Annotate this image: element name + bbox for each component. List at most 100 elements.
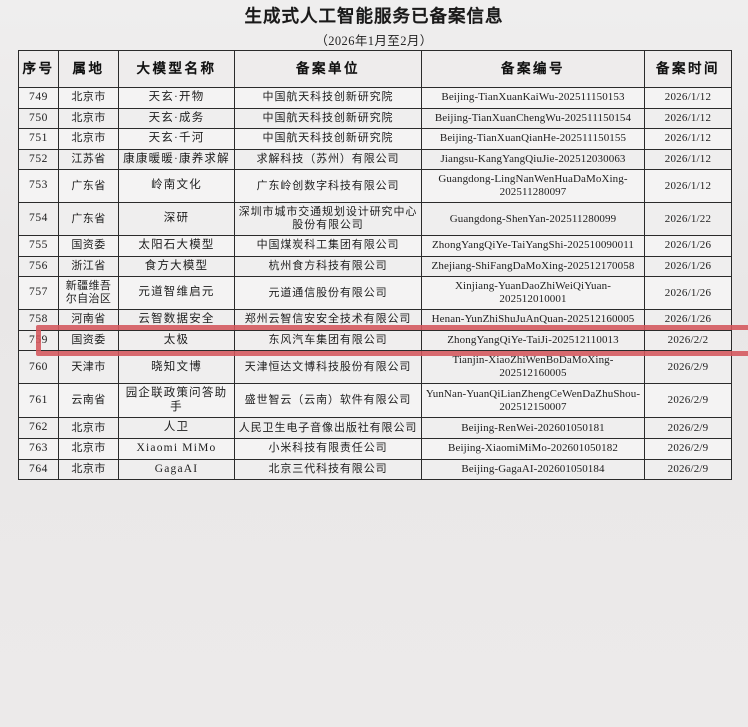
page-title: 生成式人工智能服务已备案信息 — [244, 6, 504, 26]
row-cell-date: 2026/2/9 — [644, 417, 732, 439]
row-cell-model-name: 人卫 — [118, 417, 235, 439]
table-row: 762 北京市 人卫 人民卫生电子音像出版社有限公司 Beijing-RenWei-20… — [18, 417, 732, 439]
row-cell-region: 国资委 — [58, 329, 119, 352]
row-cell-region: 北京市 — [58, 458, 119, 481]
row-cell-no: 761 — [18, 383, 59, 419]
table-row: 758 河南省 云智数据安全 郑州云智信安安全技术有限公司 Henan-YunZhiSh… — [18, 309, 732, 331]
row-cell-region: 天津市 — [58, 350, 119, 385]
row-cell-no: 764 — [18, 458, 59, 481]
row-cell-region: 广东省 — [58, 169, 119, 204]
row-cell-code: Beijing-XiaomiMiMo-202601050182 — [421, 437, 645, 460]
row-cell-no: 752 — [18, 148, 59, 171]
row-cell-unit: 盛世智云（云南）软件有限公司 — [234, 383, 422, 419]
row-cell-region: 北京市 — [58, 128, 119, 150]
row-cell-date: 2026/2/9 — [644, 383, 732, 419]
row-cell-no: 755 — [18, 235, 59, 257]
row-cell-code: Beijing-TianXuanChengWu-202511150154 — [421, 107, 645, 130]
row-cell-date: 2026/1/26 — [644, 235, 732, 257]
row-cell-unit: 天津恒达文博科技股份有限公司 — [234, 350, 422, 385]
row-cell-region: 北京市 — [58, 437, 119, 460]
row-cell-region: 广东省 — [58, 202, 119, 237]
row-cell-code: Xinjiang-YuanDaoZhiWeiQiYuan-20251201000… — [421, 276, 645, 311]
column-header-region: 属地 — [58, 50, 119, 88]
row-cell-model-name: 元道智维启元 — [118, 276, 235, 311]
row-cell-no: 754 — [18, 202, 59, 237]
row-cell-unit: 元道通信股份有限公司 — [234, 276, 422, 311]
row-cell-model-name: 深研 — [118, 202, 235, 237]
row-cell-unit: 中国航天科技创新研究院 — [234, 107, 422, 130]
row-cell-region: 北京市 — [58, 417, 119, 439]
column-header-unit: 备案单位 — [234, 50, 422, 88]
row-cell-code: Zhejiang-ShiFangDaMoXing-202512170058 — [421, 255, 645, 278]
row-cell-model-name: 太极 — [118, 329, 235, 352]
row-cell-code: Beijing-RenWei-202601050181 — [421, 417, 645, 439]
row-cell-region: 国资委 — [58, 235, 119, 257]
table-body: 749 北京市 天玄·开物 中国航天科技创新研究院 Beijing-TianXuanKa… — [18, 87, 732, 481]
row-cell-no: 753 — [18, 169, 59, 204]
row-cell-model-name: 食方大模型 — [118, 255, 235, 278]
document-header: 生成式人工智能服务已备案信息 （2026年1月至2月） — [0, 0, 748, 49]
row-cell-no: 757 — [18, 276, 59, 311]
row-cell-unit: 中国航天科技创新研究院 — [234, 87, 422, 109]
column-header-model-name: 大模型名称 — [118, 50, 235, 88]
row-cell-no: 759 — [18, 329, 59, 352]
row-cell-code: Jiangsu-KangYangQiuJie-202512030063 — [421, 148, 645, 171]
row-cell-unit: 小米科技有限责任公司 — [234, 437, 422, 460]
table-row: 751 北京市 天玄·千河 中国航天科技创新研究院 Beijing-TianXuanQi… — [18, 128, 732, 150]
table-row: 759 国资委 太极 东风汽车集团有限公司 ZhongYangQiYe-TaiJi-20… — [18, 329, 732, 352]
page-subtitle: （2026年1月至2月） — [315, 33, 433, 48]
table-row: 750 北京市 天玄·成务 中国航天科技创新研究院 Beijing-TianXuanCh… — [18, 107, 732, 130]
row-cell-date: 2026/1/26 — [644, 255, 732, 278]
row-cell-code: Henan-YunZhiShuJuAnQuan-202512160005 — [421, 309, 645, 331]
row-cell-date: 2026/2/2 — [644, 329, 732, 352]
row-cell-date: 2026/1/12 — [644, 169, 732, 204]
row-cell-unit: 人民卫生电子音像出版社有限公司 — [234, 417, 422, 439]
row-cell-model-name: Xiaomi MiMo — [118, 437, 235, 460]
row-cell-no: 758 — [18, 309, 59, 331]
row-cell-code: Tianjin-XiaoZhiWenBoDaMoXing-20251216000… — [421, 350, 645, 385]
row-cell-unit: 深圳市城市交通规划设计研究中心股份有限公司 — [234, 202, 422, 237]
row-cell-unit: 郑州云智信安安全技术有限公司 — [234, 309, 422, 331]
table-row: 761 云南省 园企联政策问答助手 盛世智云（云南）软件有限公司 YunNan-Yuan… — [18, 383, 732, 419]
row-cell-date: 2026/1/12 — [644, 148, 732, 171]
table-row: 753 广东省 岭南文化 广东岭创数字科技有限公司 Guangdong-LingNanW… — [18, 169, 732, 204]
row-cell-no: 763 — [18, 437, 59, 460]
row-cell-region: 北京市 — [58, 107, 119, 130]
column-header-code: 备案编号 — [421, 50, 645, 88]
table-row: 749 北京市 天玄·开物 中国航天科技创新研究院 Beijing-TianXuanKa… — [18, 87, 732, 109]
table-row: 763 北京市 Xiaomi MiMo 小米科技有限责任公司 Beijing-Xiaom… — [18, 437, 732, 460]
row-cell-no: 762 — [18, 417, 59, 439]
table-header-row: 序号 属地 大模型名称 备案单位 备案编号 备案时间 — [18, 50, 732, 88]
row-cell-code: Guangdong-LingNanWenHuaDaMoXing-20251128… — [421, 169, 645, 204]
registration-table-container: 序号 属地 大模型名称 备案单位 备案编号 备案时间 749 北京市 天玄·开物 中国… — [18, 50, 748, 481]
table-header: 序号 属地 大模型名称 备案单位 备案编号 备案时间 — [18, 50, 732, 88]
row-cell-unit: 中国煤炭科工集团有限公司 — [234, 235, 422, 257]
row-cell-model-name: 天玄·开物 — [118, 87, 235, 109]
row-cell-date: 2026/1/12 — [644, 87, 732, 109]
column-header-no: 序号 — [18, 50, 59, 88]
column-header-date: 备案时间 — [644, 50, 732, 88]
row-cell-region: 云南省 — [58, 383, 119, 419]
table-row: 752 江苏省 康康暖暖·康养求解 求解科技（苏州）有限公司 Jiangsu-KangY… — [18, 148, 732, 171]
row-cell-date: 2026/2/9 — [644, 350, 732, 385]
row-cell-code: ZhongYangQiYe-TaiYangShi-202510090011 — [421, 235, 645, 257]
row-cell-code: Guangdong-ShenYan-202511280099 — [421, 202, 645, 237]
row-cell-date: 2026/1/12 — [644, 107, 732, 130]
table-row: 755 国资委 太阳石大模型 中国煤炭科工集团有限公司 ZhongYangQiYe-Ta… — [18, 235, 732, 257]
row-cell-date: 2026/1/22 — [644, 202, 732, 237]
row-cell-code: Beijing-TianXuanKaiWu-202511150153 — [421, 87, 645, 109]
row-cell-unit: 杭州食方科技有限公司 — [234, 255, 422, 278]
row-cell-no: 756 — [18, 255, 59, 278]
row-cell-date: 2026/1/12 — [644, 128, 732, 150]
registration-table: 序号 属地 大模型名称 备案单位 备案编号 备案时间 749 北京市 天玄·开物 中国… — [18, 50, 732, 481]
row-cell-model-name: 岭南文化 — [118, 169, 235, 204]
row-cell-code: Beijing-TianXuanQianHe-202511150155 — [421, 128, 645, 150]
row-cell-region: 河南省 — [58, 309, 119, 331]
table-row: 757 新疆维吾尔自治区 元道智维启元 元道通信股份有限公司 Xinjiang-Yuan… — [18, 276, 732, 311]
row-cell-date: 2026/1/26 — [644, 309, 732, 331]
row-cell-model-name: 晓知文博 — [118, 350, 235, 385]
row-cell-model-name: 云智数据安全 — [118, 309, 235, 331]
row-cell-code: YunNan-YuanQiLianZhengCeWenDaZhuShou-202… — [421, 383, 645, 419]
row-cell-region: 江苏省 — [58, 148, 119, 171]
